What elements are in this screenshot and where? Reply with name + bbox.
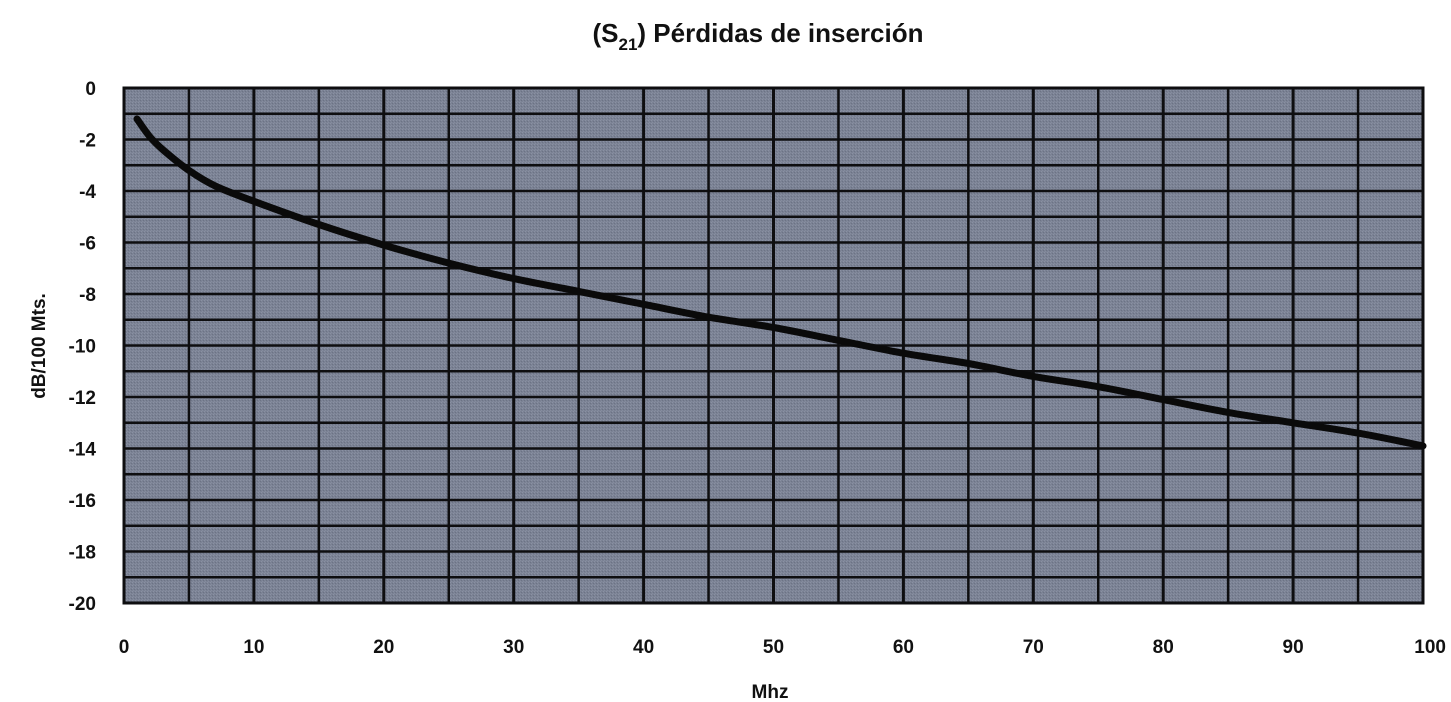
x-tick-label: 40 <box>633 637 654 658</box>
x-tick-label: 0 <box>119 637 130 658</box>
data-point <box>149 136 150 137</box>
chart-title-suffix: ) Pérdidas de inserción <box>637 18 923 48</box>
y-tick-label: -4 <box>79 182 96 203</box>
x-tick-label: 90 <box>1283 637 1304 658</box>
y-tick-label: -10 <box>69 337 96 358</box>
data-point <box>383 245 384 246</box>
x-tick-label: 80 <box>1153 637 1174 658</box>
x-tick-label: 100 <box>1414 637 1446 658</box>
x-tick-label: 70 <box>1023 637 1044 658</box>
data-point <box>578 291 579 292</box>
data-point <box>708 317 709 318</box>
y-axis-label: dB/100 Mts. <box>29 293 50 399</box>
data-point <box>214 185 215 186</box>
data-point <box>1423 445 1424 446</box>
data-point <box>318 224 319 225</box>
x-tick-label: 50 <box>763 637 784 658</box>
chart-title-subscript: 21 <box>618 35 637 54</box>
y-tick-label: 0 <box>85 79 96 100</box>
y-tick-label: -18 <box>69 543 96 564</box>
series-line-0 <box>133 115 1427 450</box>
data-point <box>1163 399 1164 400</box>
data-point <box>1358 433 1359 434</box>
y-tick-label: -20 <box>69 594 96 615</box>
y-axis-ticks: 0 -2 -4 -6 -8 -10 -12 -14 -16 -18 -20 <box>69 79 97 615</box>
data-point <box>136 118 137 119</box>
data-point <box>1228 412 1229 413</box>
x-axis-label: Mhz <box>752 682 789 702</box>
y-tick-label: -2 <box>79 131 96 152</box>
y-tick-label: -14 <box>69 440 97 461</box>
x-tick-label: 60 <box>893 637 914 658</box>
data-point <box>968 363 969 364</box>
chart-title-prefix: (S <box>592 18 618 48</box>
y-tick-label: -6 <box>79 234 96 255</box>
x-axis-ticks: 0 10 20 30 40 50 60 70 80 90 100 <box>119 637 1446 658</box>
x-tick-label: 30 <box>503 637 524 658</box>
data-point <box>643 304 644 305</box>
data-point <box>1098 386 1099 387</box>
x-tick-label: 20 <box>373 637 394 658</box>
y-tick-label: -16 <box>69 491 96 512</box>
series-layer <box>133 115 1427 450</box>
data-point <box>1033 376 1034 377</box>
data-point <box>1293 422 1294 423</box>
data-point <box>773 327 774 328</box>
data-point <box>903 353 904 354</box>
x-tick-label: 10 <box>243 637 264 658</box>
plot-border <box>122 86 1425 605</box>
data-point <box>513 278 514 279</box>
data-point <box>188 170 189 171</box>
chart-title: (S21) Pérdidas de inserción <box>592 18 923 54</box>
data-point <box>448 263 449 264</box>
data-point <box>253 201 254 202</box>
y-tick-label: -12 <box>69 388 96 409</box>
grid-lines <box>122 86 1425 605</box>
y-tick-label: -8 <box>79 285 96 306</box>
data-point <box>838 340 839 341</box>
data-point <box>162 149 163 150</box>
